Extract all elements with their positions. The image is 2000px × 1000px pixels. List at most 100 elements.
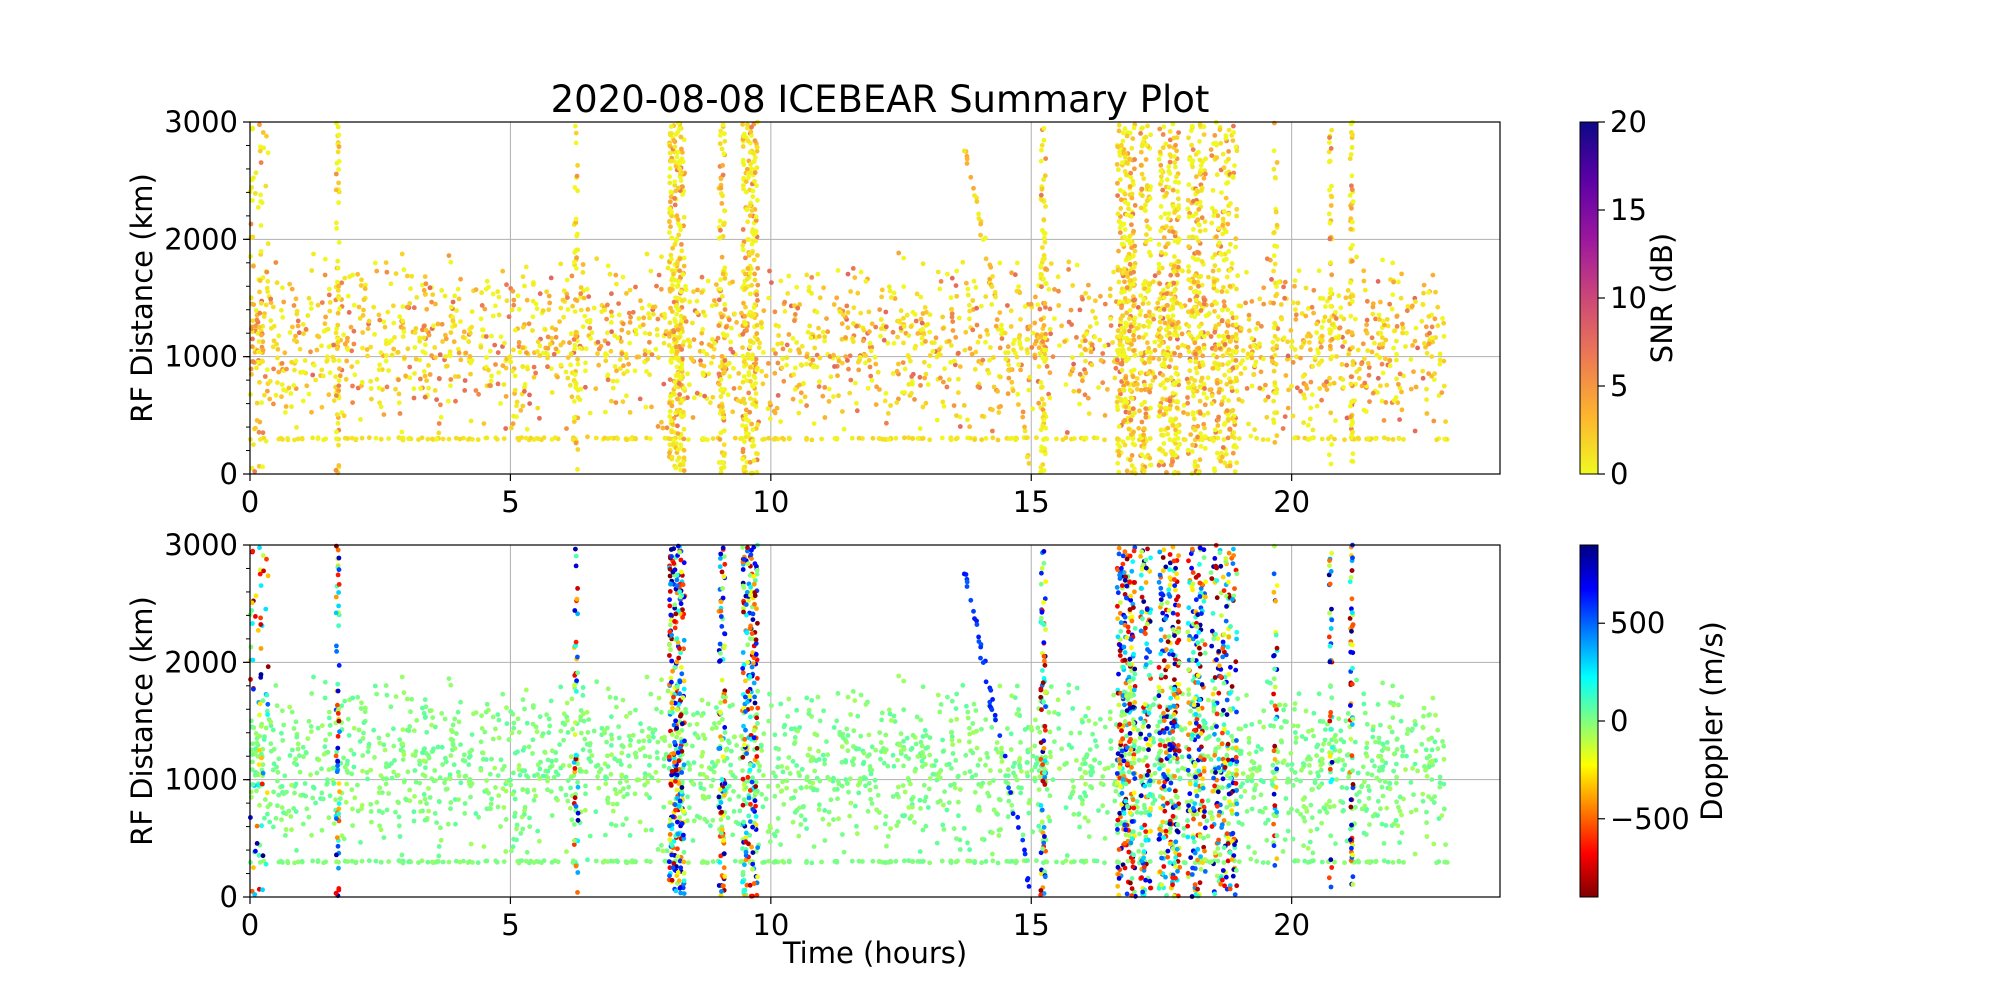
doppler-point [531,787,537,793]
snr-point [580,270,586,275]
doppler-point [1339,785,1345,790]
snr-point [1429,324,1435,330]
snr-point [1143,239,1149,245]
snr-point [1255,321,1261,326]
snr-point [1220,151,1226,157]
snr-point [1132,157,1137,162]
snr-point [749,282,755,288]
snr-point [836,393,841,399]
snr-point [747,271,753,276]
snr-point [1364,298,1370,304]
snr-point [1195,423,1201,429]
snr-point [290,324,295,330]
snr-point [487,383,492,388]
snr-point [750,194,756,200]
snr-point [1269,277,1274,282]
snr-point [1272,334,1278,339]
snr-point [722,358,728,363]
snr-point [422,292,428,297]
snr-point [847,353,853,359]
doppler-point [877,730,883,735]
doppler-point [327,793,333,799]
snr-point [730,409,736,415]
snr-point [1303,313,1309,319]
snr-point [578,307,584,313]
snr-point [754,331,760,336]
snr-point [706,371,712,377]
snr-point [1147,226,1153,232]
snr-point [1226,211,1232,217]
snr-point [1209,302,1215,308]
snr-point [1327,135,1332,141]
snr-point [925,382,931,387]
snr-point [1080,435,1086,441]
snr-point [681,214,687,220]
snr-point [1201,345,1207,351]
snr-point [643,404,649,410]
snr-point [781,378,787,384]
snr-point [1156,413,1162,419]
snr-point [396,400,402,406]
snr-point [1432,371,1437,376]
snr-point [667,320,673,326]
snr-point [1238,371,1244,376]
snr-point [1132,243,1138,249]
snr-point [740,227,746,232]
snr-point [1120,138,1126,144]
snr-point [1157,149,1163,155]
snr-point [875,369,881,375]
snr-x-ticks: 0 5 10 15 20 [241,474,1310,519]
snr-point [1314,403,1320,409]
snr-point [668,124,674,129]
snr-point [1208,147,1214,153]
snr-point [1046,287,1052,292]
snr-point [1192,305,1198,310]
snr-point [1040,407,1046,413]
snr-point [923,323,929,328]
snr-point [302,358,308,363]
snr-point [1375,279,1381,284]
snr-point [1370,311,1376,317]
snr-point [1227,460,1233,465]
doppler-point [878,740,884,745]
snr-point [718,176,724,182]
snr-point [920,327,925,332]
snr-point [1172,437,1177,443]
snr-point [1193,356,1199,361]
snr-point [845,325,851,331]
snr-point [308,349,313,355]
snr-point [1327,220,1333,226]
snr-point [448,330,454,335]
snr-point [672,242,678,247]
snr-point [961,403,967,408]
snr-point [1039,142,1045,148]
snr-point [778,419,783,424]
snr-point [1141,297,1147,302]
snr-point [892,296,898,301]
snr-point [360,313,366,318]
snr-point [1170,187,1176,193]
snr-point [1126,426,1132,432]
snr-point [1144,349,1150,355]
snr-point [721,151,727,157]
snr-point [1311,310,1316,316]
snr-point [780,346,786,352]
snr-point [1167,152,1173,158]
snr-point [1226,398,1231,403]
snr-point [489,333,494,339]
snr-point [1214,380,1220,386]
snr-point [273,392,279,398]
snr-point [732,311,737,317]
snr-point [855,290,861,296]
snr-point [667,166,673,171]
snr-point [983,294,989,299]
snr-point [319,343,324,349]
snr-point [1039,147,1044,153]
snr-point [360,330,366,335]
snr-point [1186,264,1191,269]
snr-point [767,268,772,274]
snr-point [1233,322,1239,328]
snr-point [1390,260,1396,266]
snr-point [1320,296,1326,301]
snr-point [805,329,811,335]
